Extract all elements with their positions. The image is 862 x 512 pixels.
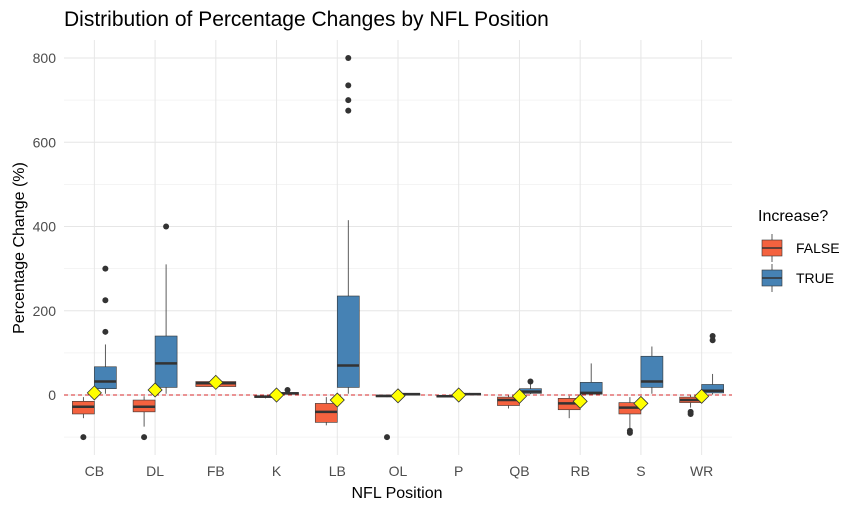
box-false-cb bbox=[72, 397, 95, 441]
box-true-rb bbox=[579, 363, 603, 395]
outlier-point bbox=[284, 386, 291, 393]
box-layer bbox=[72, 55, 724, 441]
mean-marker-s bbox=[633, 395, 649, 411]
axis-tick-layer: 0 200 400 600 800 CB DL FB K LB OL P QB RB S WR bbox=[33, 50, 714, 479]
x-tick-label: DL bbox=[146, 463, 164, 479]
box-true-cb bbox=[94, 265, 117, 394]
x-tick-label: LB bbox=[329, 463, 346, 479]
y-tick-label: 600 bbox=[33, 134, 57, 150]
box-body bbox=[94, 366, 117, 389]
mean-marker-ol bbox=[390, 388, 406, 404]
box-body bbox=[640, 355, 664, 388]
box-false-s bbox=[618, 397, 642, 436]
box-true-dl bbox=[154, 223, 178, 394]
legend-title: Increase? bbox=[758, 208, 828, 225]
mean-marker-k bbox=[268, 387, 285, 403]
box-body bbox=[579, 382, 603, 395]
box-body bbox=[701, 384, 724, 394]
box-false-lb bbox=[314, 397, 338, 426]
y-tick-label: 200 bbox=[33, 303, 57, 319]
legend-label: TRUE bbox=[796, 270, 834, 286]
outlier-point bbox=[345, 55, 352, 61]
y-axis-title: Percentage Change (%) bbox=[11, 162, 28, 334]
box-true-qb bbox=[519, 378, 542, 395]
x-tick-label: FB bbox=[207, 463, 225, 479]
outlier-point bbox=[80, 434, 87, 441]
legend: Increase? FALSE TRUE bbox=[758, 208, 840, 292]
outlier-point bbox=[345, 82, 352, 89]
x-tick-label: CB bbox=[85, 463, 104, 479]
x-tick-label: QB bbox=[509, 463, 529, 479]
box-body bbox=[336, 295, 360, 388]
y-tick-label: 800 bbox=[33, 50, 57, 66]
box-true-wr bbox=[701, 333, 724, 395]
outlier-point bbox=[626, 429, 633, 436]
outlier-point bbox=[687, 410, 694, 417]
x-tick-label: K bbox=[272, 463, 282, 479]
outlier-point bbox=[102, 265, 109, 272]
x-tick-label: OL bbox=[389, 463, 408, 479]
box-true-lb bbox=[336, 55, 360, 394]
mean-marker-layer bbox=[86, 374, 710, 411]
box-body bbox=[154, 335, 178, 388]
x-tick-label: WR bbox=[690, 463, 713, 479]
outlier-point bbox=[163, 223, 170, 230]
x-axis-title: NFL Position bbox=[352, 485, 443, 502]
mean-marker-lb bbox=[329, 392, 345, 408]
x-tick-label: S bbox=[636, 463, 645, 479]
legend-label: FALSE bbox=[796, 240, 840, 256]
outlier-point bbox=[527, 378, 534, 385]
mean-marker-fb bbox=[208, 374, 224, 390]
box-false-ol bbox=[375, 394, 399, 441]
mean-marker-wr bbox=[694, 388, 710, 404]
mean-marker-cb bbox=[86, 385, 102, 401]
outlier-point bbox=[709, 337, 716, 344]
outlier-point bbox=[709, 333, 716, 340]
y-tick-label: 400 bbox=[33, 219, 57, 235]
outlier-point bbox=[141, 434, 148, 441]
box-true-s bbox=[640, 346, 664, 394]
mean-marker-qb bbox=[511, 388, 528, 404]
x-tick-label: RB bbox=[570, 463, 589, 479]
outlier-point bbox=[102, 328, 109, 335]
outlier-point bbox=[384, 434, 390, 441]
outlier-point bbox=[102, 297, 109, 304]
chart-title: Distribution of Percentage Changes by NF… bbox=[64, 8, 549, 31]
box-false-dl bbox=[132, 396, 156, 441]
legend-item-true: TRUE bbox=[761, 264, 834, 292]
x-tick-label: P bbox=[454, 463, 463, 479]
mean-marker-dl bbox=[147, 382, 163, 398]
mean-marker-p bbox=[451, 387, 467, 403]
mean-marker-rb bbox=[572, 393, 588, 409]
legend-item-false: FALSE bbox=[761, 234, 840, 262]
outlier-point bbox=[345, 107, 352, 114]
outlier-point bbox=[345, 97, 352, 104]
y-tick-label: 0 bbox=[48, 387, 56, 403]
